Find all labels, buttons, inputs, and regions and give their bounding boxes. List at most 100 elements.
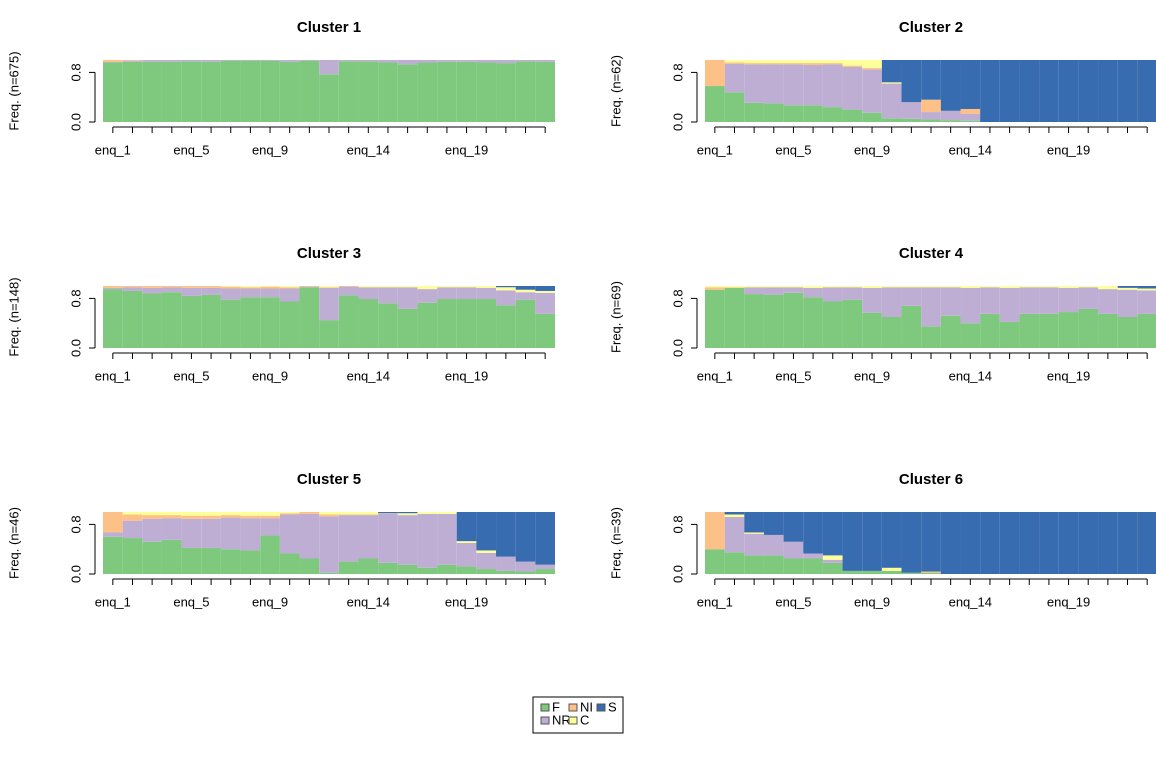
- bar-segment: [299, 513, 320, 559]
- bar-segment: [862, 570, 882, 574]
- bar-segment: [803, 64, 823, 106]
- bar-segment: [763, 286, 784, 288]
- bar-segment: [161, 287, 182, 293]
- bar-segment: [240, 512, 261, 516]
- bar-segment: [319, 287, 339, 288]
- bar-segment: [378, 562, 398, 574]
- bar-segment: [724, 63, 745, 93]
- bar-segment: [1039, 512, 1059, 574]
- x-tick-label: enq_14: [949, 368, 992, 383]
- bar-segment: [842, 286, 863, 288]
- bar-segment: [378, 287, 398, 304]
- bar-segment: [1137, 512, 1156, 574]
- bar-segment: [378, 62, 398, 122]
- bar-segment: [724, 552, 745, 574]
- bar-segment: [260, 286, 280, 287]
- bar-segment: [456, 512, 477, 542]
- bar-segment: [960, 120, 981, 122]
- bar-segment: [803, 63, 823, 65]
- bar-segment: [319, 516, 339, 573]
- bar-segment: [862, 112, 882, 122]
- bar-segment: [881, 286, 902, 288]
- y-tick-label: 0.0: [670, 339, 685, 357]
- bar-segment: [161, 518, 182, 540]
- x-tick-label: enq_9: [252, 142, 288, 157]
- bar-segment: [921, 572, 941, 574]
- bar-segment: [456, 287, 477, 300]
- bar-segment: [260, 512, 280, 516]
- bar-segment: [319, 287, 339, 321]
- bar-segment: [881, 287, 902, 317]
- bar-segment: [1019, 512, 1040, 574]
- x-tick-label: enq_9: [252, 594, 288, 609]
- bar-segment: [1137, 286, 1156, 289]
- bar-segment: [279, 553, 300, 574]
- bar-segment: [1058, 287, 1079, 313]
- bar-segment: [397, 287, 418, 309]
- bar-segment: [122, 286, 143, 288]
- bar-segment: [960, 512, 981, 574]
- bar-segment: [901, 118, 922, 122]
- bar-segment: [862, 512, 882, 571]
- bar-segment: [901, 102, 922, 119]
- bar-segment: [1117, 512, 1138, 574]
- bar-segment: [437, 287, 457, 300]
- bar-segment: [1039, 287, 1059, 314]
- x-tick-label: enq_5: [775, 594, 811, 609]
- bar-segment: [417, 60, 438, 63]
- bar-segment: [181, 518, 202, 548]
- bar-segment: [1078, 60, 1099, 122]
- bar-segment: [496, 570, 516, 574]
- bar-segment: [744, 63, 764, 65]
- bar-segment: [901, 287, 922, 306]
- x-tick-label: enq_19: [445, 142, 488, 157]
- bar-segment: [260, 535, 280, 574]
- bar-segment: [515, 289, 536, 293]
- bar-segment: [744, 64, 764, 103]
- bar-segment: [1019, 313, 1040, 348]
- bar-segment: [1098, 60, 1118, 122]
- bar-segment: [161, 61, 182, 122]
- bar-segment: [1137, 288, 1156, 291]
- bar-segment: [535, 60, 555, 62]
- bar-segment: [437, 513, 457, 565]
- bar-segment: [456, 286, 477, 288]
- bar-segment: [456, 566, 477, 574]
- bar-segment: [299, 286, 320, 288]
- bar-segment: [161, 60, 182, 62]
- bar-segment: [181, 547, 202, 574]
- bar-segment: [417, 512, 438, 514]
- bar-segment: [535, 313, 555, 348]
- bar-segment: [161, 539, 182, 574]
- bar-segment: [724, 514, 745, 517]
- bar-segment: [417, 567, 438, 574]
- bar-segment: [763, 287, 784, 295]
- bar-segment: [338, 512, 359, 515]
- bar-segment: [822, 107, 843, 122]
- bar-segment: [181, 61, 202, 122]
- bar-segment: [122, 61, 143, 122]
- bar-segment: [417, 62, 438, 122]
- bar-segment: [763, 103, 784, 122]
- bar-segment: [122, 520, 143, 539]
- y-tick-label: 0.0: [68, 339, 83, 357]
- bar-segment: [535, 61, 555, 122]
- bar-segment: [724, 286, 745, 288]
- bar-segment: [299, 60, 320, 122]
- bar-segment: [724, 62, 745, 64]
- bar-segment: [921, 60, 941, 100]
- bar-segment: [161, 292, 182, 348]
- bar-segment: [201, 61, 221, 122]
- bar-segment: [862, 68, 882, 70]
- bar-segment: [417, 302, 438, 348]
- bar-segment: [220, 517, 241, 550]
- bar-segment: [220, 286, 241, 287]
- bar-segment: [260, 60, 280, 122]
- bar-segment: [744, 532, 764, 534]
- bar-segment: [515, 61, 536, 122]
- bar-segment: [240, 297, 261, 348]
- bar-segment: [358, 514, 379, 516]
- panel-title: Cluster 4: [899, 245, 964, 262]
- bar-segment: [456, 61, 477, 122]
